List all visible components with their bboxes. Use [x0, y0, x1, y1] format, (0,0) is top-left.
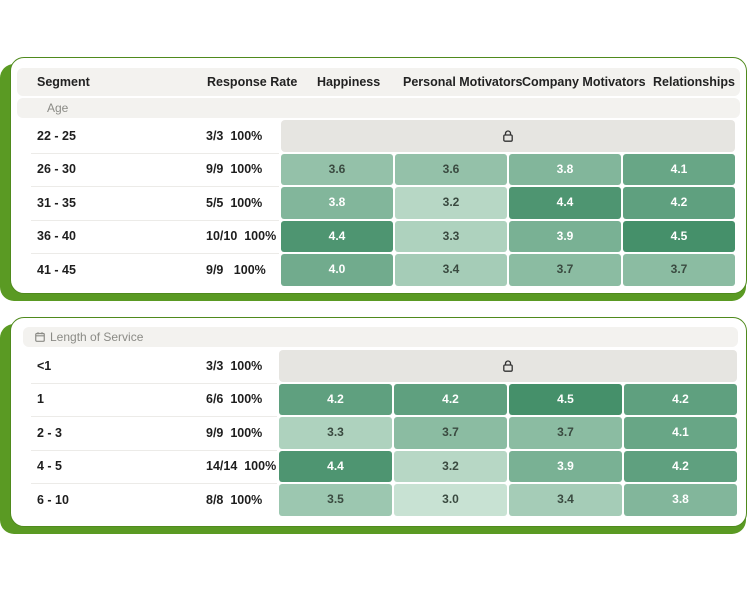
row-divider [31, 382, 277, 384]
header-company-motivators: Company Motivators [522, 75, 646, 89]
table-header: Segment Response Rate Happiness Personal… [17, 68, 740, 96]
score-cell[interactable]: 3.7 [394, 417, 507, 449]
section-length-of-service: Length of Service [23, 327, 738, 347]
header-response-rate: Response Rate [207, 75, 298, 89]
section-title: Length of Service [50, 330, 144, 344]
score-cell[interactable]: 4.5 [623, 220, 735, 252]
response-rate: 5/5 100% [206, 195, 263, 210]
score-cell[interactable]: 3.6 [281, 153, 393, 185]
section-title: Age [47, 101, 69, 115]
score-cell[interactable]: 4.4 [509, 187, 621, 219]
age-card: Segment Response Rate Happiness Personal… [10, 57, 747, 294]
score-cell[interactable]: 4.2 [279, 383, 392, 415]
score-cell[interactable]: 4.2 [624, 383, 737, 415]
score-cell[interactable]: 4.1 [624, 417, 737, 449]
section-age: Age [17, 98, 740, 118]
lock-icon [503, 130, 513, 142]
score-cell[interactable]: 3.7 [623, 254, 735, 286]
score-cell[interactable]: 3.2 [394, 450, 507, 482]
segment-label: 41 - 45 [37, 262, 76, 277]
segment-label: 36 - 40 [37, 229, 76, 244]
locked-cells [279, 350, 737, 382]
row-divider [31, 416, 277, 417]
segment-label: 6 - 10 [37, 492, 69, 507]
calendar-icon [35, 332, 45, 342]
score-cell[interactable]: 4.2 [624, 450, 737, 482]
row-divider [31, 219, 279, 221]
segment-label: 2 - 3 [37, 425, 63, 440]
score-cell[interactable]: 3.9 [509, 220, 621, 252]
score-cell[interactable]: 3.0 [394, 484, 507, 516]
score-cell[interactable]: 4.1 [623, 153, 735, 185]
row-divider [31, 186, 279, 187]
response-rate: 9/9 100% [206, 162, 263, 177]
header-segment: Segment [37, 75, 90, 89]
segment-label: <1 [37, 358, 52, 373]
segment-label: 1 [37, 392, 44, 407]
score-cell[interactable]: 3.8 [509, 153, 621, 185]
score-cell[interactable]: 3.4 [395, 254, 507, 286]
score-cell[interactable]: 3.7 [509, 417, 622, 449]
lock-icon [503, 360, 513, 372]
score-cell[interactable]: 4.4 [279, 450, 392, 482]
header-relationships: Relationships [653, 75, 735, 89]
score-cell[interactable]: 4.4 [281, 220, 393, 252]
score-cell[interactable]: 4.2 [623, 187, 735, 219]
response-rate: 9/9 100% [206, 262, 266, 277]
score-cell[interactable]: 3.5 [279, 484, 392, 516]
row-divider [31, 483, 277, 484]
response-rate: 8/8 100% [206, 492, 263, 507]
row-divider [31, 449, 277, 451]
segment-label: 4 - 5 [37, 459, 63, 474]
score-cell[interactable]: 3.3 [279, 417, 392, 449]
score-cell[interactable]: 4.2 [394, 383, 507, 415]
response-rate: 6/6 100% [206, 392, 263, 407]
response-rate: 14/14 100% [206, 459, 277, 474]
score-cell[interactable]: 3.8 [281, 187, 393, 219]
segment-label: 22 - 25 [37, 128, 76, 143]
response-rate: 3/3 100% [206, 128, 263, 143]
row-divider [31, 152, 279, 154]
service-card: Length of Service <1 3/3 100% 1 6/6 100% 4.2… [10, 317, 747, 527]
score-cell[interactable]: 3.2 [395, 187, 507, 219]
response-rate: 3/3 100% [206, 358, 263, 373]
row-divider [31, 253, 279, 254]
response-rate: 9/9 100% [206, 425, 263, 440]
segment-label: 31 - 35 [37, 195, 76, 210]
score-cell[interactable]: 3.9 [509, 450, 622, 482]
score-cell[interactable]: 3.7 [509, 254, 621, 286]
score-cell[interactable]: 3.4 [509, 484, 622, 516]
score-cell[interactable]: 4.5 [509, 383, 622, 415]
score-cell[interactable]: 3.6 [395, 153, 507, 185]
score-cell[interactable]: 3.3 [395, 220, 507, 252]
header-personal-motivators: Personal Motivators [403, 75, 523, 89]
header-happiness: Happiness [317, 75, 381, 89]
locked-cells [281, 120, 735, 152]
score-cell[interactable]: 4.0 [281, 254, 393, 286]
response-rate: 10/10 100% [206, 229, 277, 244]
score-cell[interactable]: 3.8 [624, 484, 737, 516]
segment-label: 26 - 30 [37, 162, 76, 177]
